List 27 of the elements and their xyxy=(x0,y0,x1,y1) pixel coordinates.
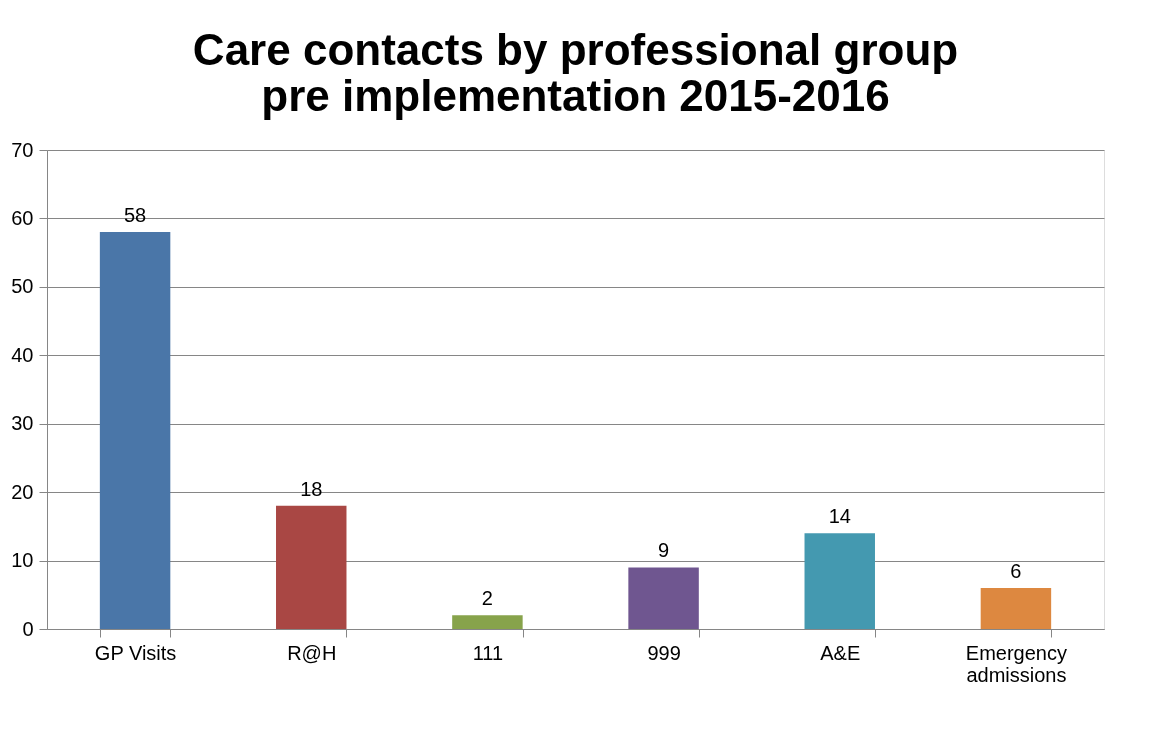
bar xyxy=(628,567,699,629)
y-tick-label: 10 xyxy=(11,549,34,572)
y-tick-label: 70 xyxy=(11,138,34,161)
bar xyxy=(276,505,347,629)
data-label: 9 xyxy=(658,539,670,562)
x-tick-label: Emergency admissions xyxy=(965,641,1067,686)
data-label: 58 xyxy=(123,204,147,227)
data-label: 6 xyxy=(1010,559,1022,582)
y-tick-label: 30 xyxy=(11,412,34,435)
x-tick-label: R@H xyxy=(287,641,337,664)
x-tick-label: GP Visits xyxy=(94,641,177,664)
y-tick-label: 0 xyxy=(22,617,34,640)
x-tick-label: 999 xyxy=(647,641,681,664)
y-tick-label: 40 xyxy=(11,343,34,366)
bar xyxy=(804,533,875,629)
data-label: 14 xyxy=(828,505,851,528)
x-tick-label: A&E xyxy=(820,641,861,664)
bar xyxy=(99,232,171,629)
data-label: 2 xyxy=(481,587,493,610)
data-label: 18 xyxy=(300,477,323,500)
bar xyxy=(980,587,1052,629)
bar xyxy=(452,615,523,629)
y-tick-label: 60 xyxy=(11,206,34,229)
x-tick-label: 111 xyxy=(472,641,504,664)
chart-title: Care contacts by professional group pre implementation 2015-2016 xyxy=(192,25,959,120)
y-tick-label: 50 xyxy=(11,275,34,298)
y-tick-label: 20 xyxy=(11,480,34,503)
